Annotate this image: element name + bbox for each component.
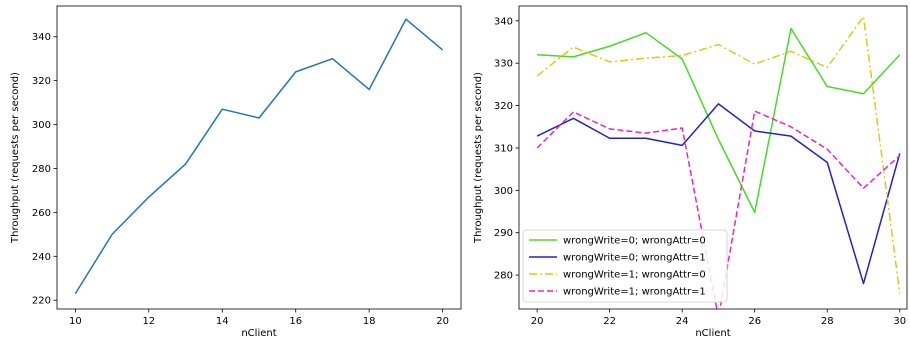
x-tick-label: 16	[289, 316, 302, 327]
y-tick-label: 320	[32, 76, 51, 87]
x-tick-label: 28	[821, 316, 834, 327]
legend-box	[522, 229, 728, 303]
x-tick-label: 12	[142, 316, 155, 327]
y-tick-label: 290	[494, 228, 513, 239]
x-tick-label: 18	[363, 316, 376, 327]
legend-entry: wrongWrite=1; wrongAttr=0	[563, 270, 706, 281]
series-line-4	[536, 110, 901, 309]
legend-entry: wrongWrite=0; wrongAttr=0	[563, 236, 706, 247]
y-tick-label: 310	[494, 143, 513, 154]
x-tick-label: 24	[676, 316, 689, 327]
x-tick-label: 14	[216, 316, 229, 327]
y-tick-label: 300	[494, 186, 513, 197]
series-line-1	[537, 27, 901, 214]
y-tick-label: 280	[32, 164, 51, 175]
x-tick-label: 22	[603, 316, 616, 327]
x-tick-label: 10	[69, 316, 82, 327]
x-tick-label: 30	[893, 316, 906, 327]
x-tick-label: 20	[436, 316, 449, 327]
y-tick-label: 280	[494, 271, 513, 282]
series-line-2	[536, 103, 901, 285]
legend-entry: wrongWrite=1; wrongAttr=1	[563, 287, 706, 298]
y-tick-label: 340	[32, 32, 51, 43]
y-axis-label: Throughput (requests per second)	[473, 72, 484, 244]
plot-frame	[56, 5, 462, 310]
x-axis-label: nClient	[241, 328, 276, 339]
plot-frame	[518, 5, 908, 310]
y-tick-label: 330	[494, 59, 513, 70]
y-tick-label: 320	[494, 101, 513, 112]
left-chart: 10 12 14 16 18 20 220 240 260 280 300 320 340 nClient…	[10, 5, 462, 339]
y-tick-label: 300	[32, 120, 51, 131]
series-line-3	[536, 15, 901, 294]
y-axis-label: Throughput (requests per second)	[10, 72, 21, 244]
legend-entry: wrongWrite=0; wrongAttr=1	[563, 253, 706, 264]
y-tick-label: 220	[32, 296, 51, 307]
y-tick-label: 240	[32, 252, 51, 263]
y-tick-label: 260	[32, 208, 51, 219]
x-axis-label: nClient	[695, 328, 730, 339]
y-tick-label: 340	[494, 16, 513, 27]
series-line-1	[74, 18, 444, 295]
right-chart: 20 22 24 26 28 30 280 290 300 310 320 330 340 nClient…	[473, 5, 908, 339]
x-tick-label: 26	[748, 316, 761, 327]
x-tick-label: 20	[531, 316, 544, 327]
